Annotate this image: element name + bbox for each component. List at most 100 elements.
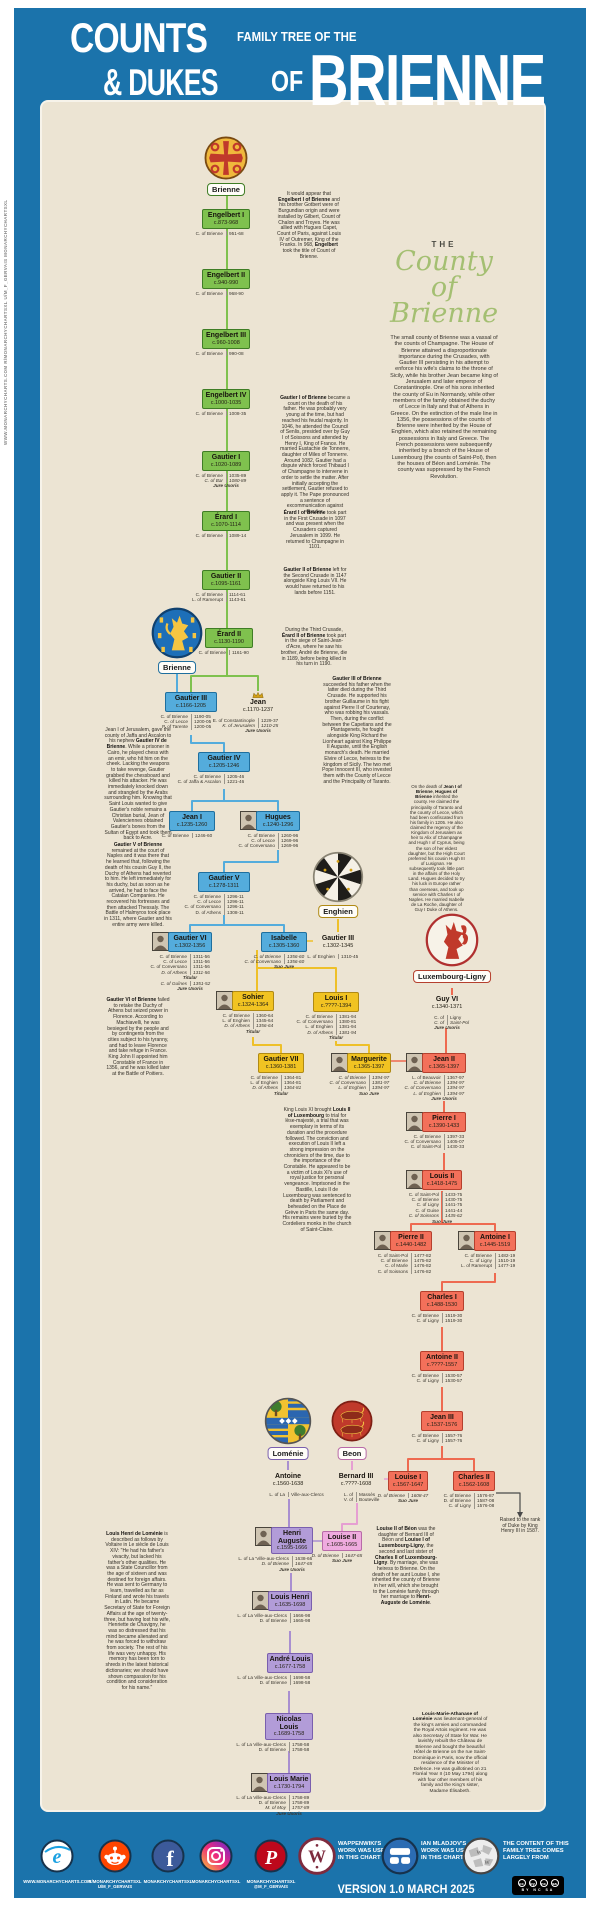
person-name: Sohier [242, 994, 264, 1001]
title-dates: 1143-61 [225, 596, 275, 603]
title-name: D. of Athens [195, 909, 221, 915]
person-dates: c.????-1557 [426, 1361, 458, 1368]
person-andr-louis: André Louis c.1677-1758 L. of La Ville-aux… [237, 1653, 313, 1686]
title-dates: 1441-75 [441, 1202, 491, 1208]
person-name: Gautier III [174, 695, 208, 702]
person-dates: c.1000-1035 [210, 399, 242, 406]
person-gautier-iii: Gautier III c.1302-1345 L. of Enghien 1310-… [307, 932, 365, 959]
title-dates: 1441-44 [441, 1207, 491, 1214]
title-name: C. of Ligny [416, 1377, 439, 1383]
title-name: D. of Brienne [261, 1561, 289, 1567]
title-row: C. of Conversano 1380-81 [288, 1018, 384, 1025]
title-name: C. of Brienne [411, 1372, 439, 1378]
person-dates: c.1205-1246 [208, 762, 240, 769]
title-row: C. of Conversano 1405-07 [396, 1138, 492, 1145]
person-name: Jean I [182, 814, 202, 821]
title-row: C. of Brienne 1364-81 [233, 1074, 329, 1080]
title-name: D. of Brienne [259, 1617, 287, 1623]
title-dates: 1269-96 [277, 837, 327, 844]
title-dates: 1435-62 [441, 1213, 491, 1219]
title-dates: 1698-58 [289, 1679, 352, 1686]
title-dates: Ligny [446, 1014, 496, 1020]
title-name: C. of Brienne [338, 1074, 366, 1080]
title-name: C. of [434, 1014, 444, 1020]
wappenwiki-icon: W [298, 1837, 336, 1875]
title-row: C. of Soissons 1476-82 [363, 1268, 460, 1275]
social-handle-instagram: MONARCHYCHARTSXL [191, 1879, 241, 1884]
title-row: Titular [182, 975, 198, 981]
title-name: C. of Brienne [198, 649, 226, 655]
title-name: C. of Ligny [469, 1257, 492, 1263]
title-name: C. of Lecce [251, 837, 275, 843]
title-row: C. of Ligny 1510-19 [447, 1257, 543, 1264]
title-name: C. of Brienne [193, 773, 221, 779]
person-name: Louis Henri [270, 1594, 310, 1601]
person-titles: C. of Saint-Pol 1477-82 C. of Brienne 1475-… [363, 1252, 460, 1275]
title-row: D. of Brienne 1698-58 [229, 1679, 352, 1686]
person-dates: c.1730-1794 [273, 1783, 305, 1790]
person-louis-ii: Louis II c.1418-1475 C. of Saint-Pol 1433-7… [406, 1170, 462, 1224]
title-dates: 1381-94 [335, 1024, 385, 1030]
title-row: C. of Brienne 968-90 [178, 290, 274, 296]
person-dates: c.1166-1205 [175, 702, 207, 709]
title-row: Suo Jure [397, 1497, 419, 1503]
cc-badge-icons: cc by nc sa [517, 1879, 559, 1887]
note-text-0: It would appear that Engelbert I of Brie… [277, 191, 341, 260]
title-name: E. of Constantinople [212, 717, 255, 723]
title-name: C. of Soissons [377, 1268, 408, 1274]
title-dates: 990-08 [225, 350, 275, 356]
person-titles: L. of La Ville-aux-Clercs 1666-98 D. of Br… [229, 1612, 351, 1624]
title-row: L. of Massès [308, 1491, 404, 1497]
title-name: L. of [343, 1491, 353, 1497]
person-engelbert-iii: Engelbert III c.960-1008 C. of Brienne 990-… [196, 329, 250, 356]
title-row: C. of Brienne 1035-89 [178, 472, 274, 478]
person-charles-ii: Charles II c.1562-1608 C. of Brienne 1576-8… [444, 1471, 495, 1509]
title-name: C. of Saint-Pol [408, 1191, 439, 1197]
credit-text-wikipedia: THE CONTENT OF THIS FAMILY TREE COMES LA… [503, 1841, 569, 1861]
title-dates: 1476-82 [410, 1268, 460, 1275]
title-row: Jure Uxoris [213, 483, 239, 489]
title-row: C. of Lecce 1311-56 [142, 958, 238, 965]
person-name: Gautier V [208, 875, 240, 882]
social-handle-reddit: R/MONARCHYCHARTSXL U/M_F_GERVAIS [88, 1879, 142, 1889]
person-jean-ii: Jean II c.1365-1397 L. of Beauvoir 1367-97 C… [405, 1053, 466, 1102]
person-name: Louise I [394, 1474, 422, 1481]
title-row: P. of Tarente 1200-05 [143, 724, 239, 730]
title-dates: 1296-11 [223, 898, 273, 905]
enghien-gyronny-arms [312, 851, 364, 903]
portrait-henri-auguste [255, 1527, 272, 1546]
person-dates: c.1020-1089 [210, 461, 242, 468]
title-name: C. of Conversano [404, 1138, 441, 1144]
person-dates: c.1235-1260 [176, 821, 208, 828]
title-name: C. of Brienne [443, 1492, 471, 1498]
portrait-louis-henri [252, 1591, 269, 1610]
title-counts: COUNTS [70, 14, 208, 61]
portrait-sohier [216, 991, 233, 1010]
person-box: Jean II c.1365-1397 [422, 1053, 466, 1073]
person--rard-ii: Érard II c.1130-1190 C. of Brienne 1161-90 [199, 628, 253, 655]
title-dates: 1221-46 [223, 778, 273, 785]
title-dukes: & DUKES [103, 62, 219, 103]
person-name: Jean [250, 699, 266, 706]
title-row: C. of Saint-Pol 1433-75 [394, 1191, 490, 1197]
title-row: C. of Brienne 1190-05 [143, 713, 239, 719]
portrait-antoine-i [458, 1231, 475, 1250]
person-name: Gautier II [210, 573, 242, 580]
person-louis-marie: Louis Marie c.1730-1794 L. of La Ville-aux… [236, 1773, 311, 1816]
person-titles: C. of Brienne 990-08 [178, 350, 275, 356]
person-name: Gautier IV [207, 755, 241, 762]
portrait-jean-ii [406, 1053, 423, 1072]
title-dates: Saint-Pol [446, 1019, 496, 1026]
title-row: Jure Uxoris [276, 1810, 302, 1816]
person-louise-ii: Louise II c.1605-1665 D. of Brienne 1647-65… [312, 1531, 362, 1563]
title-dates: 1758-89 [288, 1799, 351, 1806]
title-name: L. of La Ville-aux-Clercs [237, 1612, 287, 1618]
note-text-10: King Louis XI brought Louis II of Luxemb… [282, 1107, 352, 1233]
house-label-brienne: Brienne [158, 661, 196, 674]
social-handle-pinterest: MONARCHYCHARTSXL @M_F_GERVAIS [246, 1879, 296, 1889]
person-gautier-iii: Gautier III c.1166-1205 C. of Brienne 1190-… [161, 692, 217, 730]
person-name: Louis Marie [269, 1776, 309, 1783]
person-titles: D. of Brienne 1608-47 Suo Jure [360, 1492, 456, 1504]
title-dates: 1530-57 [441, 1372, 491, 1378]
